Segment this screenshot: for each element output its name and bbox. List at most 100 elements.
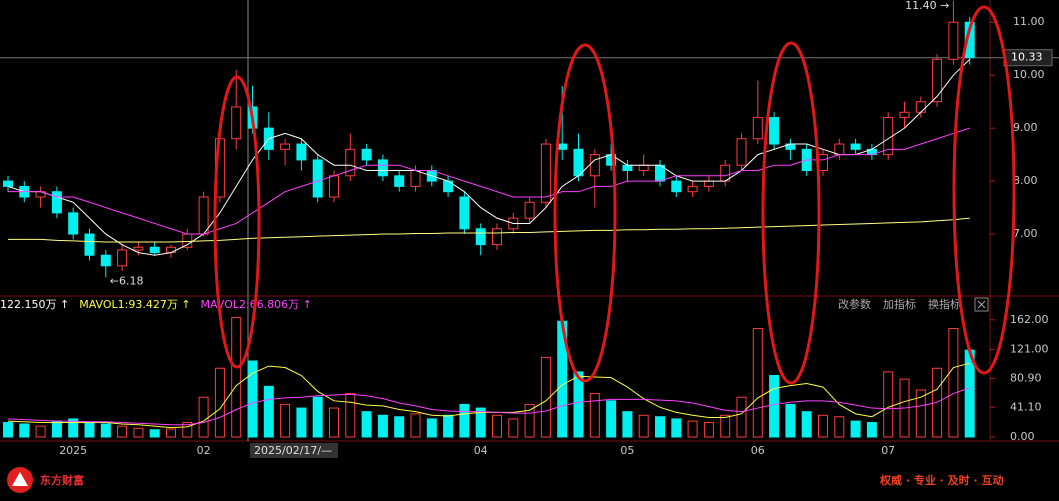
candle-body (459, 196, 470, 230)
candle-body (557, 143, 568, 150)
candle-body (622, 164, 633, 172)
close-button[interactable] (974, 297, 989, 312)
last-price-label: 10.33 (1011, 51, 1043, 64)
toolbar-button[interactable]: 加指标 (883, 297, 916, 311)
candle-body (899, 111, 910, 119)
volume-bar (606, 400, 617, 438)
volume-bar (247, 360, 258, 438)
volume-bar (312, 396, 323, 438)
logo-mark (12, 472, 28, 486)
candle-body (280, 143, 291, 150)
x-tick-label: 04 (474, 444, 488, 457)
toolbar-button[interactable]: 改参数 (838, 297, 871, 311)
candle-body (329, 175, 339, 198)
volume-bar (915, 389, 926, 438)
candle-body (68, 212, 79, 235)
candle-body (51, 191, 62, 214)
volume-bar (818, 414, 828, 438)
candle-body (818, 154, 828, 172)
volume-bar (622, 411, 633, 438)
candle-body (671, 180, 682, 193)
volume-bar (785, 403, 796, 438)
candle-body (149, 246, 160, 254)
volume-bar (475, 407, 486, 438)
candle-body (915, 101, 926, 113)
volume-bar (394, 416, 405, 438)
volume-bar (736, 396, 747, 438)
volume-bar (573, 371, 584, 438)
volume-bar (149, 429, 160, 438)
volume-bar (850, 420, 861, 438)
high-annotation: 11.40 → (905, 0, 949, 12)
candle-body (964, 21, 975, 59)
volume-bar (377, 414, 388, 438)
volume-bar (720, 414, 731, 438)
candle-body (638, 164, 649, 172)
candle-body (589, 154, 600, 177)
toolbar-button[interactable]: 换指标 (928, 297, 961, 311)
candle-body (231, 106, 242, 140)
volume-bar (752, 327, 763, 438)
volume-bar (345, 393, 356, 438)
candle-body (769, 117, 780, 145)
volume-bar (589, 393, 600, 438)
candle-body (850, 143, 861, 150)
volume-bar (361, 411, 372, 438)
volume-bar (508, 418, 519, 438)
highlight-ellipses (213, 5, 1016, 385)
candle-body (703, 180, 714, 187)
x-tick-label: 05 (620, 444, 634, 457)
volume-bar (524, 403, 535, 438)
volume-bar (948, 327, 959, 438)
volume-bar (100, 423, 111, 438)
crosshair-date-box (250, 443, 338, 458)
volume-bar (703, 422, 714, 438)
volume-bar (866, 422, 877, 438)
volume-bar (883, 371, 894, 438)
y-tick-label: 10.00 (1013, 68, 1045, 81)
x-tick-label: 07 (881, 444, 895, 457)
y-tick-label: 0.00 (1010, 430, 1035, 443)
candle-body (948, 21, 959, 60)
candle-body (752, 117, 763, 140)
volume-bar (540, 356, 551, 438)
candle-body (133, 246, 144, 251)
volume-bar (35, 425, 46, 438)
y-tick-label: 41.10 (1010, 400, 1042, 413)
volume-bar (329, 407, 339, 438)
volume-bar (166, 428, 176, 438)
candle-body (345, 148, 356, 177)
y-tick-label: 8.00 (1013, 174, 1038, 187)
volume-bar (133, 427, 144, 438)
y-tick-label: 162.00 (1010, 313, 1049, 326)
volume-bar (263, 385, 274, 438)
candle-body (834, 143, 845, 156)
candle-body (84, 233, 95, 256)
candle-body (3, 180, 13, 187)
volume-legend: MAVOL1:93.427万 ↑ (79, 298, 190, 311)
volume-bar (492, 414, 502, 438)
candle-body (524, 201, 535, 219)
candle-body (687, 185, 698, 193)
ma-line (7, 387, 970, 426)
volume-bar (443, 414, 454, 438)
volume-bar (459, 403, 470, 438)
volume-bar (655, 416, 665, 438)
volume-bar (769, 375, 780, 438)
y-tick-label: 7.00 (1013, 227, 1038, 240)
volume-bar (3, 422, 13, 438)
volume-bar (426, 418, 437, 438)
candle-body (573, 148, 584, 177)
volume-bar (834, 416, 845, 438)
candle-body (117, 249, 128, 267)
ma-line (8, 127, 970, 235)
volume-bar (84, 422, 95, 438)
ma-line (7, 58, 971, 256)
x-tick-label: 2025 (59, 444, 87, 457)
volume-bar (51, 420, 62, 438)
candle-body (736, 138, 747, 166)
candle-body (312, 159, 323, 198)
volume-bar (198, 396, 209, 438)
volume-bar (801, 411, 812, 438)
